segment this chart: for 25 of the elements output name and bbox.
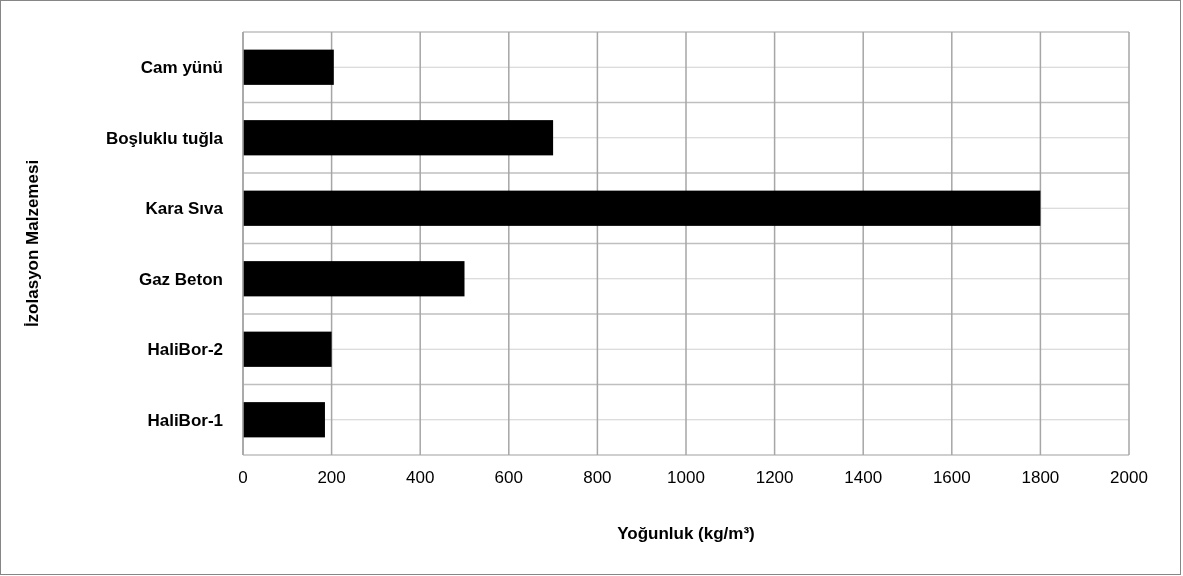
bar <box>243 402 325 438</box>
x-tick-label: 1200 <box>755 468 794 487</box>
y-tick-label: HaliBor-1 <box>147 410 223 430</box>
x-axis-title: Yoğunluk (kg/m³) <box>617 524 755 543</box>
y-tick-label: HaliBor-2 <box>147 340 223 360</box>
bar <box>243 120 554 156</box>
bar <box>243 261 465 297</box>
x-tick-label: 2000 <box>1110 468 1148 487</box>
x-tick-label: 1600 <box>932 468 971 487</box>
y-tick-label: Kara Sıva <box>145 199 224 219</box>
y-tick-label: Gaz Beton <box>138 269 223 289</box>
x-tick-label: 0 <box>238 468 248 487</box>
x-tick-label: 400 <box>406 468 435 487</box>
bar <box>243 331 332 367</box>
y-axis-title: İzolasyon Malzemesi <box>23 159 42 328</box>
x-tick-label: 1000 <box>667 468 705 487</box>
x-tick-label: 1400 <box>844 468 883 487</box>
y-tick-label: Boşluklu tuğla <box>105 128 224 148</box>
y-tick-label: Cam yünü <box>140 58 223 78</box>
x-tick-label: 800 <box>583 468 612 487</box>
x-tick-label: 200 <box>317 468 346 487</box>
bar <box>243 190 1041 226</box>
x-tick-label: 600 <box>494 468 523 487</box>
x-tick-label: 1800 <box>1021 468 1060 487</box>
bar <box>243 49 334 85</box>
